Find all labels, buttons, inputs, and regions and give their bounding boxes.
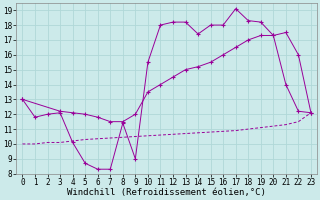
X-axis label: Windchill (Refroidissement éolien,°C): Windchill (Refroidissement éolien,°C): [67, 188, 266, 197]
